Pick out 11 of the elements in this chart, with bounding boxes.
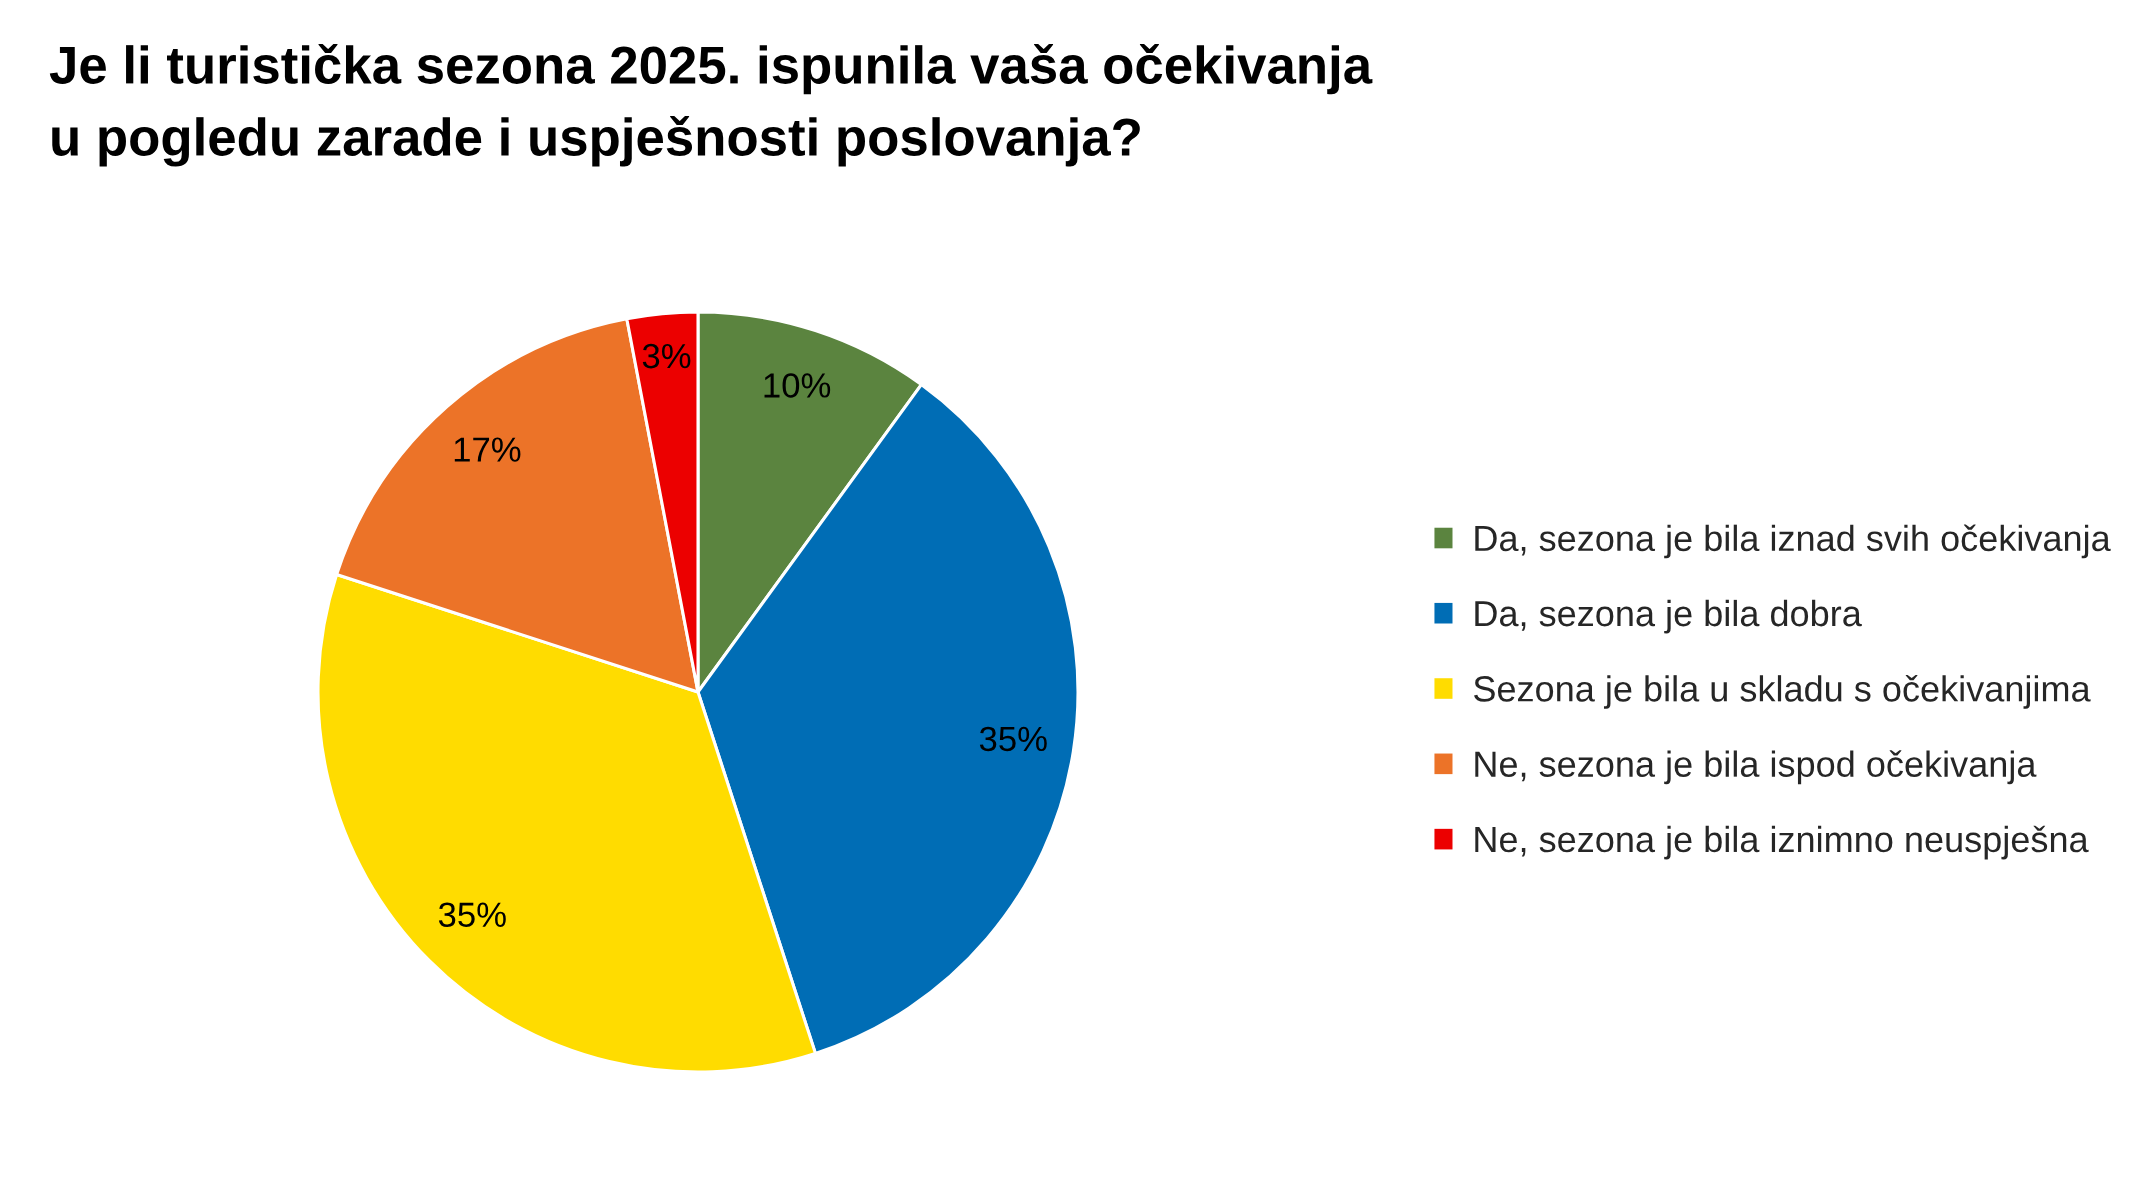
data-label: 17% [454, 437, 521, 462]
data-label: 3% [642, 343, 691, 369]
legend-label: Sezona je bila u skladu s očekivanjima [1474, 675, 2091, 709]
legend-label: Ne, sezona je bila ispod očekivanja [1475, 750, 2037, 785]
legend-label: Da, sezona je bila iznad svih očekivanja [1475, 524, 2111, 559]
data-label: 35% [979, 726, 1047, 752]
legend-label: Da, sezona je bila dobra [1475, 599, 1862, 634]
chart-title: Je li turistička sezona 2025. ispunila vaša očekivanja u pogledu zarade i uspješnosti poslovanja? [49, 44, 1373, 167]
data-label: 35% [438, 902, 506, 928]
data-label: 10% [764, 373, 831, 398]
legend-label: Ne, sezona je bila iznimno neuspješna [1475, 825, 2089, 860]
